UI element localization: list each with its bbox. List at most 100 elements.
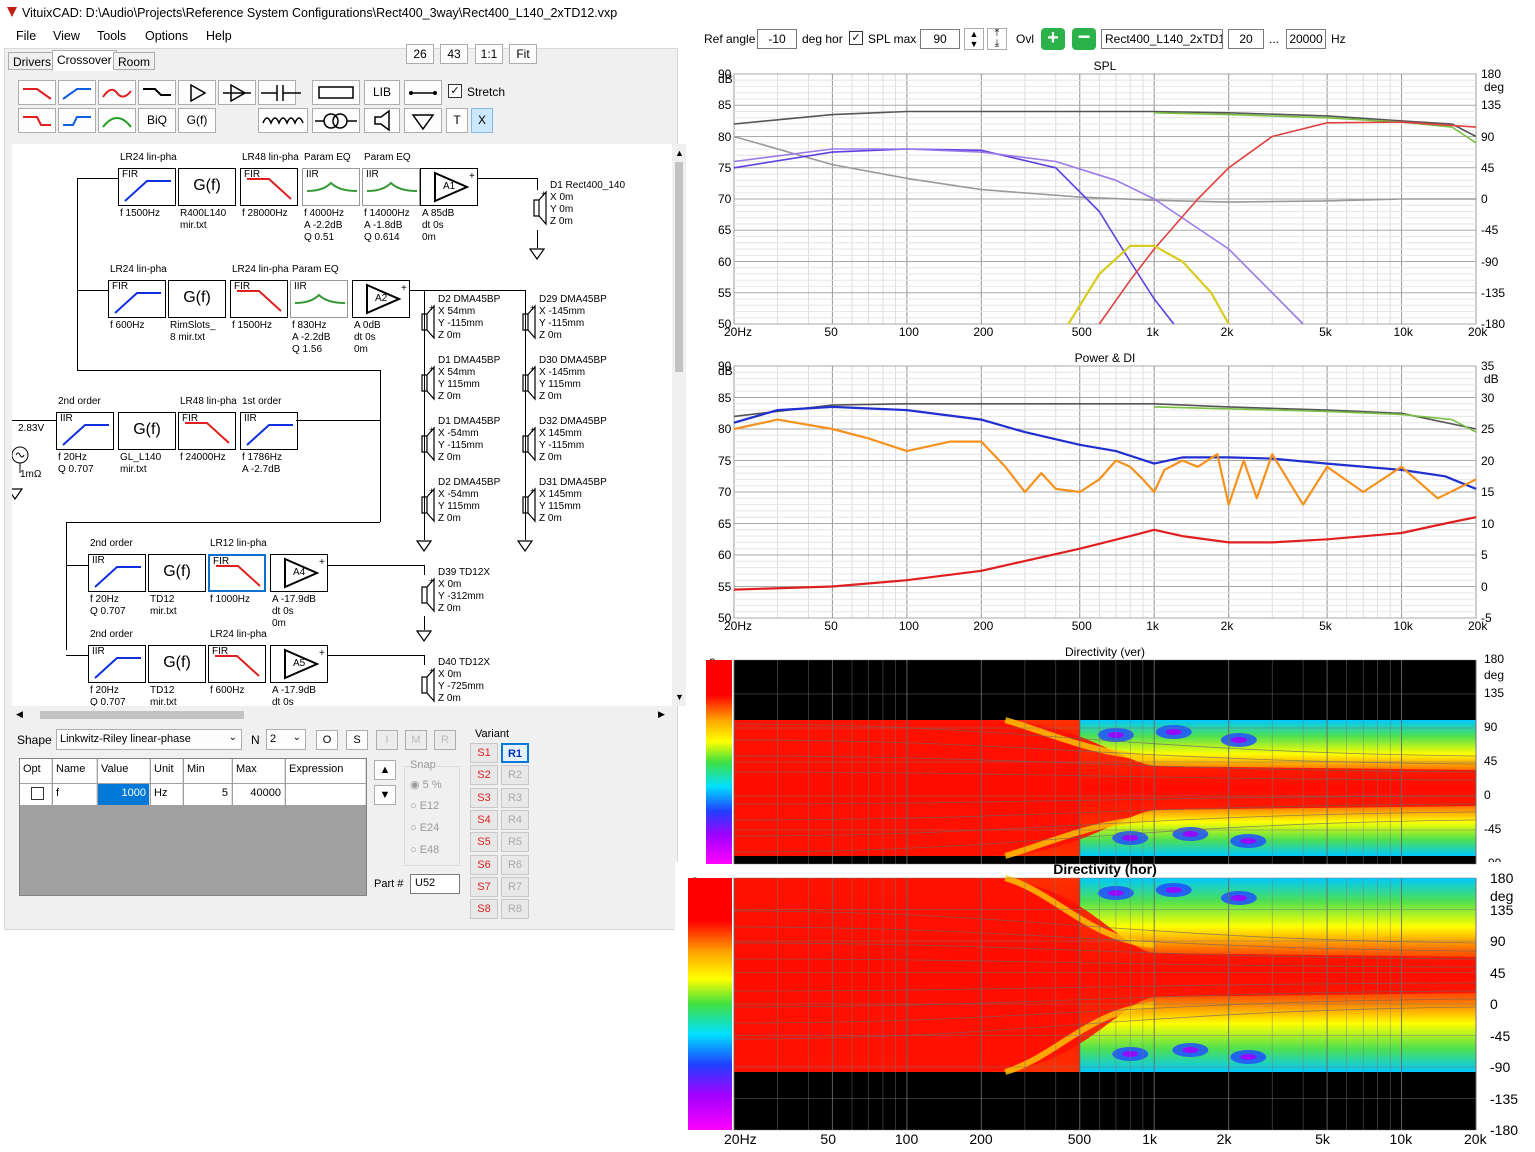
- schematic-hscrollbar[interactable]: ◀ ▶: [12, 708, 672, 722]
- scroll-right-icon[interactable]: ▶: [658, 709, 665, 719]
- variant-r8-button[interactable]: R8: [501, 899, 529, 920]
- ref-angle-input[interactable]: -10: [757, 29, 797, 49]
- lowpass-red-button[interactable]: [18, 80, 56, 105]
- shape-select[interactable]: Linkwitz-Riley linear-phase ⌄: [56, 729, 242, 750]
- variant-s3-button[interactable]: S3: [470, 787, 498, 808]
- spl-autoscale-icon[interactable]: ⤒ ⤓: [987, 28, 1007, 50]
- remove-overlay-icon[interactable]: −: [1072, 26, 1096, 50]
- move-down-button[interactable]: ▼: [374, 785, 396, 805]
- add-overlay-icon[interactable]: +: [1041, 28, 1065, 50]
- x-button[interactable]: X: [471, 108, 493, 133]
- hscroll-thumb[interactable]: [40, 711, 244, 719]
- variant-r2-button[interactable]: R2: [501, 765, 529, 786]
- row1-block-0[interactable]: FIR: [118, 168, 176, 206]
- variant-s6-button[interactable]: S6: [470, 854, 498, 875]
- row2-block-0[interactable]: FIR: [108, 280, 166, 318]
- row1-block-3[interactable]: IIR: [302, 168, 360, 206]
- scroll-up-icon[interactable]: ▲: [675, 148, 684, 158]
- row2-left-driver-0[interactable]: +: [418, 302, 436, 342]
- row1-block-2[interactable]: FIR: [240, 168, 298, 206]
- row1-driver-0[interactable]: +: [530, 188, 548, 228]
- variant-r4-button[interactable]: R4: [501, 809, 529, 830]
- bandpass-red-button[interactable]: [98, 80, 136, 105]
- variant-r6-button[interactable]: R6: [501, 854, 529, 875]
- row3-block-2[interactable]: FIR: [178, 412, 236, 450]
- row3-block-3[interactable]: IIR: [240, 412, 298, 450]
- freq-min-input[interactable]: 20: [1228, 29, 1264, 49]
- row3-block-1[interactable]: G(f): [118, 412, 176, 450]
- r-button[interactable]: R: [434, 730, 456, 750]
- schematic-vscrollbar[interactable]: ▲ ▼: [672, 144, 686, 706]
- highpass-blue2-button[interactable]: [58, 108, 96, 133]
- row1-block-5[interactable]: A1 +: [420, 168, 478, 206]
- row2-right-driver-1[interactable]: +: [519, 363, 537, 403]
- variant-r5-button[interactable]: R5: [501, 832, 529, 853]
- lib-button[interactable]: LIB: [364, 80, 400, 105]
- variant-s8-button[interactable]: S8: [470, 899, 498, 920]
- variant-s7-button[interactable]: S7: [470, 876, 498, 897]
- row2-right-driver-3[interactable]: +: [519, 485, 537, 525]
- highpass-blue-button[interactable]: [58, 80, 96, 105]
- inductor-button[interactable]: [258, 108, 308, 133]
- scroll-left-icon[interactable]: ◀: [16, 709, 23, 719]
- o-button[interactable]: O: [316, 730, 338, 750]
- s-button[interactable]: S: [346, 730, 368, 750]
- zoom-43-button[interactable]: 43: [440, 44, 468, 64]
- vscroll-thumb[interactable]: [675, 162, 683, 372]
- menu-tools[interactable]: Tools: [97, 29, 127, 43]
- amplifier-button[interactable]: [178, 80, 216, 105]
- ground-button[interactable]: [404, 108, 442, 133]
- row2-block-2[interactable]: FIR: [230, 280, 288, 318]
- variant-r1-button[interactable]: R1: [501, 743, 529, 763]
- row2-block-1[interactable]: G(f): [168, 280, 226, 318]
- snap-5-radio[interactable]: ◉ 5 %: [410, 779, 442, 791]
- opt-cell[interactable]: [20, 784, 52, 805]
- tab-crossover[interactable]: Crossover: [52, 50, 117, 71]
- spl-spin-icon[interactable]: ▲ ▼: [964, 28, 984, 50]
- part-input[interactable]: U52: [410, 874, 460, 894]
- row1-block-4[interactable]: IIR: [362, 168, 420, 206]
- transformer-button[interactable]: [312, 108, 360, 133]
- gf-button[interactable]: G(f): [178, 108, 216, 133]
- voltage-source[interactable]: [12, 425, 36, 475]
- row5-block-1[interactable]: G(f): [148, 645, 206, 683]
- expression-cell[interactable]: [286, 784, 366, 805]
- row4-block-0[interactable]: IIR: [88, 554, 146, 592]
- variant-s4-button[interactable]: S4: [470, 809, 498, 830]
- value-cell[interactable]: 1000: [98, 784, 150, 805]
- menu-file[interactable]: File: [16, 29, 37, 43]
- bandpass-green-button[interactable]: [98, 108, 136, 133]
- row1-block-1[interactable]: G(f): [178, 168, 236, 206]
- row2-left-driver-1[interactable]: +: [418, 363, 436, 403]
- n-select[interactable]: 2 ⌄: [266, 729, 306, 750]
- row2-block-4[interactable]: A2 +: [352, 280, 410, 318]
- schematic-canvas[interactable]: LR24 lin-pha FIR f 1500Hz G(f) R400L140 mir.t…: [12, 144, 672, 706]
- t-button[interactable]: T: [446, 108, 468, 133]
- spl-max-input[interactable]: 90: [920, 29, 960, 49]
- menu-view[interactable]: View: [53, 29, 80, 43]
- tab-room[interactable]: Room: [113, 52, 156, 70]
- row2-right-driver-0[interactable]: +: [519, 302, 537, 342]
- snap-e48-radio[interactable]: ○ E48: [410, 844, 440, 856]
- row2-left-driver-3[interactable]: +: [418, 485, 436, 525]
- speaker-button[interactable]: [364, 108, 400, 133]
- zoom-26-button[interactable]: 26: [406, 44, 434, 64]
- delay-amp-button[interactable]: [218, 80, 256, 105]
- row4-driver-0[interactable]: +: [418, 575, 436, 615]
- max-cell[interactable]: 40000: [233, 784, 285, 805]
- row4-block-3[interactable]: A4 +: [270, 554, 328, 592]
- freq-max-input[interactable]: 20000: [1286, 29, 1326, 49]
- row4-block-1[interactable]: G(f): [148, 554, 206, 592]
- m-button[interactable]: M: [405, 730, 427, 750]
- row2-left-driver-2[interactable]: +: [418, 424, 436, 464]
- scroll-down-icon[interactable]: ▼: [675, 692, 684, 702]
- row2-right-driver-2[interactable]: +: [519, 424, 537, 464]
- row4-block-2[interactable]: FIR: [208, 554, 266, 592]
- project-name-input[interactable]: Rect400_L140_2xTD12: [1101, 29, 1223, 49]
- move-up-button[interactable]: ▲: [374, 760, 396, 780]
- capacitor-button[interactable]: [258, 80, 301, 105]
- min-cell[interactable]: 5: [184, 784, 232, 805]
- shelf-button[interactable]: [138, 80, 176, 105]
- variant-s1-button[interactable]: S1: [470, 743, 498, 763]
- variant-r7-button[interactable]: R7: [501, 876, 529, 897]
